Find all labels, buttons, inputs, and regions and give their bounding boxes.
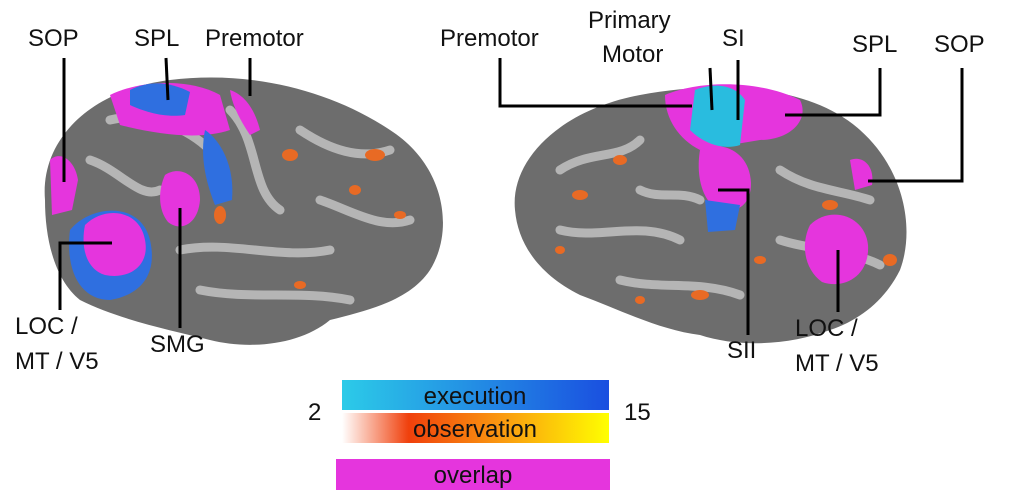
legend-label: observation — [413, 416, 537, 443]
scale-max: 15 — [624, 399, 651, 426]
label: SMG — [150, 331, 205, 358]
label: Premotor — [205, 25, 304, 52]
left-brain — [44, 77, 443, 345]
execution-bar — [342, 380, 609, 410]
label: Primary — [588, 7, 671, 34]
legend: execution observation overlap 2 15 — [308, 380, 651, 490]
label: SOP — [28, 25, 79, 52]
observation-bar — [342, 413, 609, 443]
label: MT / V5 — [795, 350, 879, 377]
label: SII — [727, 337, 756, 364]
legend-label: overlap — [434, 462, 513, 489]
label: SOP — [934, 31, 985, 58]
label: SI — [722, 25, 745, 52]
label: Premotor — [440, 25, 539, 52]
label: MT / V5 — [15, 348, 99, 375]
label: LOC / — [795, 315, 858, 342]
label: LOC / — [15, 313, 78, 340]
legend-label: execution — [424, 383, 527, 410]
label: SPL — [134, 25, 179, 52]
label: Motor — [602, 41, 663, 68]
right-brain — [514, 84, 907, 344]
scale-min: 2 — [308, 399, 321, 426]
overlap-bar — [336, 459, 610, 490]
label: SPL — [852, 31, 897, 58]
leader-lines — [58, 57, 964, 335]
